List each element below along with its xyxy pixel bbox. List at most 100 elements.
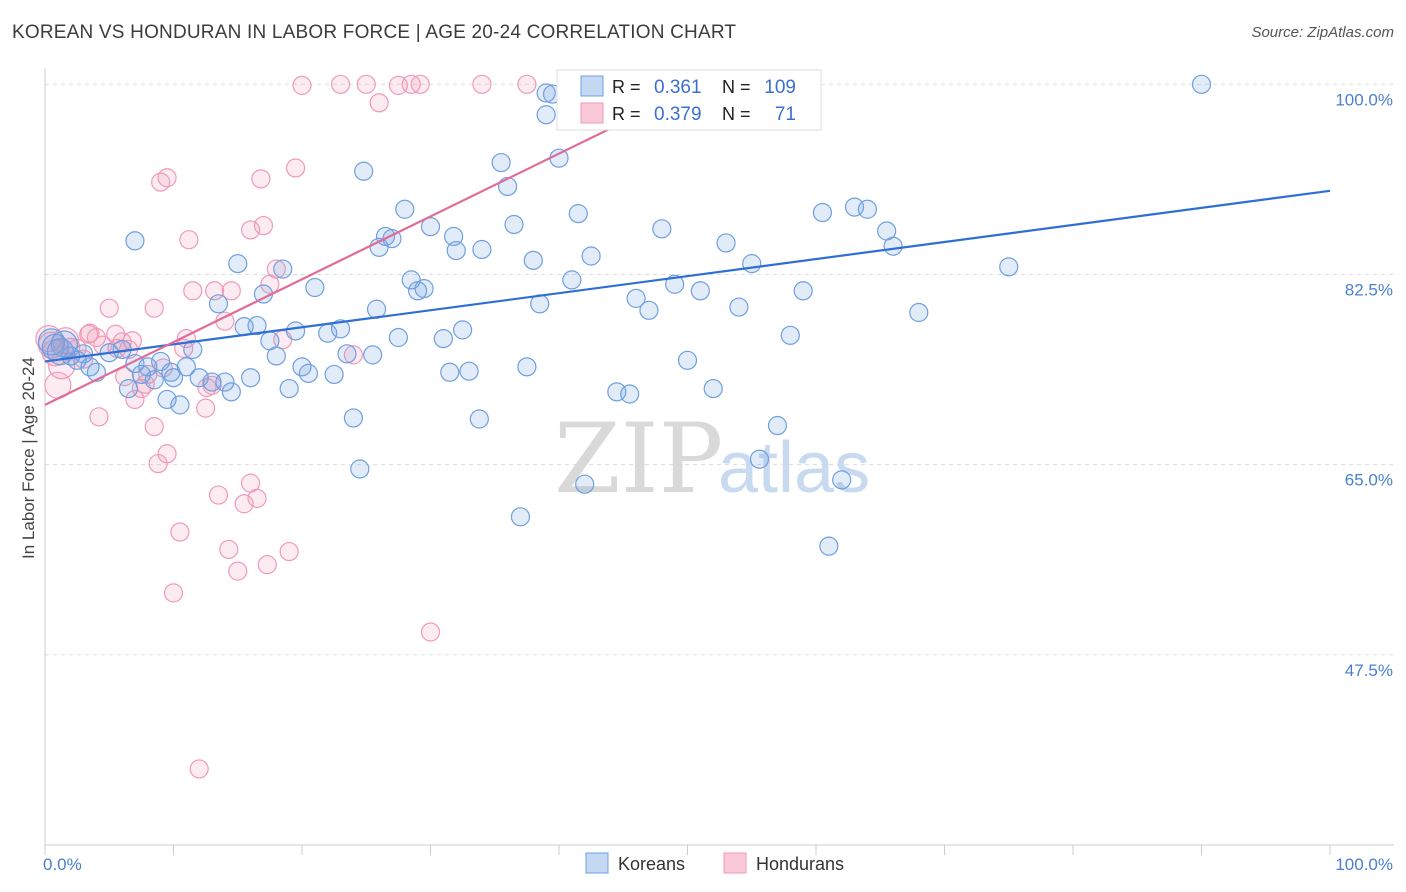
korean-point <box>536 83 556 103</box>
legend-r-value-koreans: 0.361 <box>654 77 702 98</box>
honduran-point <box>247 488 267 508</box>
y-axis-label: In Labor Force | Age 20-24 <box>19 357 38 559</box>
honduran-point <box>292 75 312 95</box>
korean-point <box>703 378 723 399</box>
korean-point <box>562 270 582 290</box>
stat-legend: R = 0.361 N = 109 R = 0.379 N = 71 <box>556 69 822 131</box>
trend-lines <box>44 89 1331 406</box>
korean-point <box>221 382 241 402</box>
honduran-point <box>219 539 239 560</box>
korean-point <box>832 470 852 490</box>
korean-point <box>491 152 511 173</box>
honduran-point <box>89 407 109 427</box>
honduran-point <box>234 494 254 514</box>
korean-point <box>279 378 299 399</box>
series-legend-swatch-koreans <box>585 852 609 874</box>
korean-point <box>568 204 588 224</box>
y-tick-label: 47.5% <box>1345 661 1393 680</box>
korean-point <box>665 274 685 294</box>
korean-point <box>517 357 537 377</box>
korean-point <box>241 368 261 388</box>
korean-point <box>469 409 489 429</box>
honduran-point <box>257 555 277 575</box>
legend-swatch-hondurans <box>580 102 604 124</box>
korean-point <box>298 363 319 383</box>
honduran-point <box>369 93 389 113</box>
korean-point <box>639 300 659 320</box>
korean-point <box>819 536 839 556</box>
korean-point <box>767 415 788 436</box>
legend-r-value-hondurans: 0.379 <box>654 104 702 125</box>
x-tick-labels: 0.0% 100.0% <box>43 855 1393 874</box>
honduran-point <box>183 281 203 301</box>
legend-n-label-hondurans: N = <box>722 104 751 124</box>
korean-point <box>677 350 698 370</box>
korean-point <box>857 199 878 219</box>
korean-point <box>440 362 460 382</box>
honduran-point <box>251 169 271 189</box>
source-label: Source: ZipAtlas.com <box>1251 24 1394 41</box>
korean-point <box>999 257 1019 277</box>
honduran-point <box>410 74 430 94</box>
korean-point <box>131 364 151 385</box>
honduran-point <box>115 367 135 387</box>
hondurans-trend-line <box>44 89 688 406</box>
honduran-point <box>157 168 177 188</box>
korean-point <box>266 346 286 366</box>
honduran-point <box>189 759 209 779</box>
korean-point <box>350 459 370 479</box>
honduran-point <box>144 417 164 437</box>
korean-point <box>208 294 229 314</box>
chart-title: KOREAN VS HONDURAN IN LABOR FORCE | AGE … <box>12 22 737 43</box>
legend-n-label-koreans: N = <box>722 77 751 97</box>
korean-point <box>793 281 813 301</box>
legend-n-value-hondurans: 71 <box>775 104 796 125</box>
korean-point <box>50 330 78 358</box>
korean-point <box>330 319 351 339</box>
korean-point <box>504 214 524 235</box>
korean-point <box>620 384 640 404</box>
korean-point <box>247 315 267 336</box>
y-tick-label: 82.5% <box>1345 280 1393 299</box>
korean-point <box>690 281 710 301</box>
korean-point <box>125 231 145 251</box>
korean-point <box>395 199 415 219</box>
korean-point <box>215 372 235 392</box>
honduran-point <box>179 230 199 250</box>
korean-point <box>433 328 453 349</box>
honduran-point <box>420 622 441 642</box>
series-legend-koreans: Koreans <box>618 854 685 874</box>
korean-point <box>652 219 672 239</box>
honduran-point <box>517 74 537 94</box>
korean-point <box>812 202 833 223</box>
koreans-trend-line <box>44 189 1331 363</box>
y-tick-labels: 100.0% 82.5% 65.0% 47.5% <box>1335 90 1393 680</box>
honduran-point <box>330 74 351 94</box>
korean-point <box>363 345 383 365</box>
korean-point <box>510 507 531 527</box>
korean-point <box>626 288 646 308</box>
korean-point <box>581 246 601 266</box>
honduran-point <box>196 398 216 418</box>
korean-point <box>388 327 408 348</box>
korean-point <box>183 339 203 360</box>
korean-point <box>170 395 190 415</box>
korean-point <box>354 161 374 181</box>
korean-point <box>549 148 569 168</box>
honduran-point <box>99 298 119 318</box>
honduran-point <box>170 522 190 542</box>
legend-r-label-hondurans: R = <box>612 104 641 124</box>
honduran-point <box>208 485 229 505</box>
y-tick-label: 100.0% <box>1335 90 1393 109</box>
legend-r-label-koreans: R = <box>612 77 641 97</box>
series-legend: Koreans Hondurans <box>585 852 844 874</box>
honduran-point <box>125 389 145 410</box>
honduran-point <box>356 74 376 94</box>
korean-point <box>343 408 363 428</box>
korean-point <box>453 320 473 340</box>
korean-point <box>414 279 434 299</box>
korean-point <box>459 361 479 381</box>
korean-point <box>228 254 248 274</box>
korean-point <box>909 302 929 323</box>
